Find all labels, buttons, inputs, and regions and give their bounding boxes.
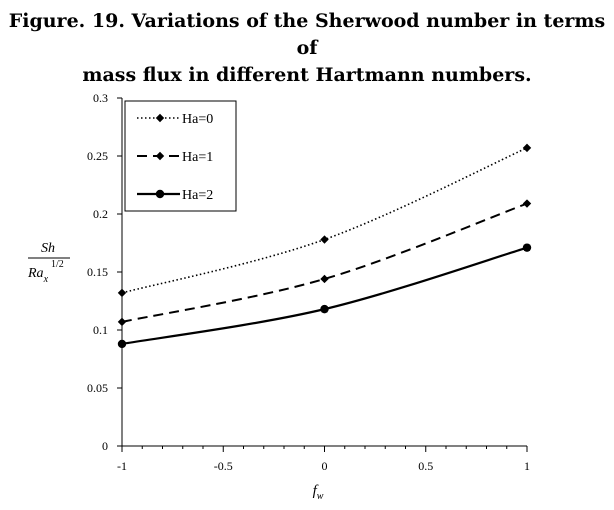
figure-title: Figure. 19. Variations of the Sherwood n… — [0, 8, 614, 89]
legend-item: Ha=0 — [137, 112, 213, 127]
x-tick-label: 0.5 — [418, 459, 433, 473]
series-line — [121, 246, 528, 346]
x-tick-label: -0.5 — [214, 459, 233, 473]
data-point — [117, 339, 127, 349]
y-axis-label-den-sub: x — [43, 274, 49, 285]
y-tick-label: 0.2 — [93, 207, 108, 221]
figure-title-line1: Figure. 19. Variations of the Sherwood n… — [8, 10, 606, 59]
y-tick-label: 0.1 — [93, 323, 108, 337]
legend-marker — [155, 113, 165, 123]
data-point — [320, 274, 329, 284]
x-tick-label: 0 — [322, 459, 328, 473]
chart-legend: Ha=0 Ha=1 Ha=2 — [124, 100, 237, 212]
series-ha-0 — [117, 143, 532, 298]
data-point — [117, 288, 127, 298]
x-tick-label: 1 — [524, 459, 530, 473]
data-point — [320, 235, 329, 244]
y-axis-label-numerator: Sh — [41, 241, 55, 256]
chart-ticks: 0 0.05 0.1 0.15 0.2 0.25 0.3 -1 -0.5 0 0.5 1 — [87, 91, 530, 473]
data-point — [320, 304, 329, 314]
y-axis-label-den-base: Ra — [27, 266, 44, 281]
legend-marker — [155, 151, 165, 161]
y-axis-label-denominator: Rax — [27, 266, 49, 285]
y-axis-label-den-sup: 1/2 — [51, 259, 64, 270]
x-tick-label: -1 — [117, 459, 127, 473]
y-tick-label: 0.15 — [87, 265, 108, 279]
legend-item: Ha=1 — [137, 150, 213, 165]
series-ha-1 — [117, 199, 532, 327]
y-tick-label: 0.05 — [87, 381, 108, 395]
legend-label: Ha=1 — [182, 150, 213, 165]
legend-marker — [155, 189, 165, 199]
legend-item: Ha=2 — [137, 188, 213, 203]
data-point — [522, 243, 532, 252]
x-axis-label-base: f — [313, 483, 319, 499]
legend-label: Ha=0 — [182, 112, 213, 127]
figure-title-line2: mass flux in different Hartmann numbers. — [82, 64, 532, 86]
data-point — [117, 317, 127, 327]
legend-label: Ha=2 — [182, 188, 213, 203]
y-tick-label: 0.25 — [87, 149, 108, 163]
y-tick-label: 0 — [102, 439, 108, 453]
data-point — [522, 199, 532, 208]
x-axis-label-sub: w — [317, 491, 324, 502]
y-tick-label: 0.3 — [93, 91, 108, 105]
data-point — [522, 143, 532, 153]
series-line — [121, 202, 528, 323]
series-ha-2 — [117, 243, 532, 349]
x-axis-label: fw — [313, 483, 324, 502]
chart-series — [117, 143, 532, 349]
y-axis-label: Sh Rax 1/2 — [27, 241, 70, 285]
